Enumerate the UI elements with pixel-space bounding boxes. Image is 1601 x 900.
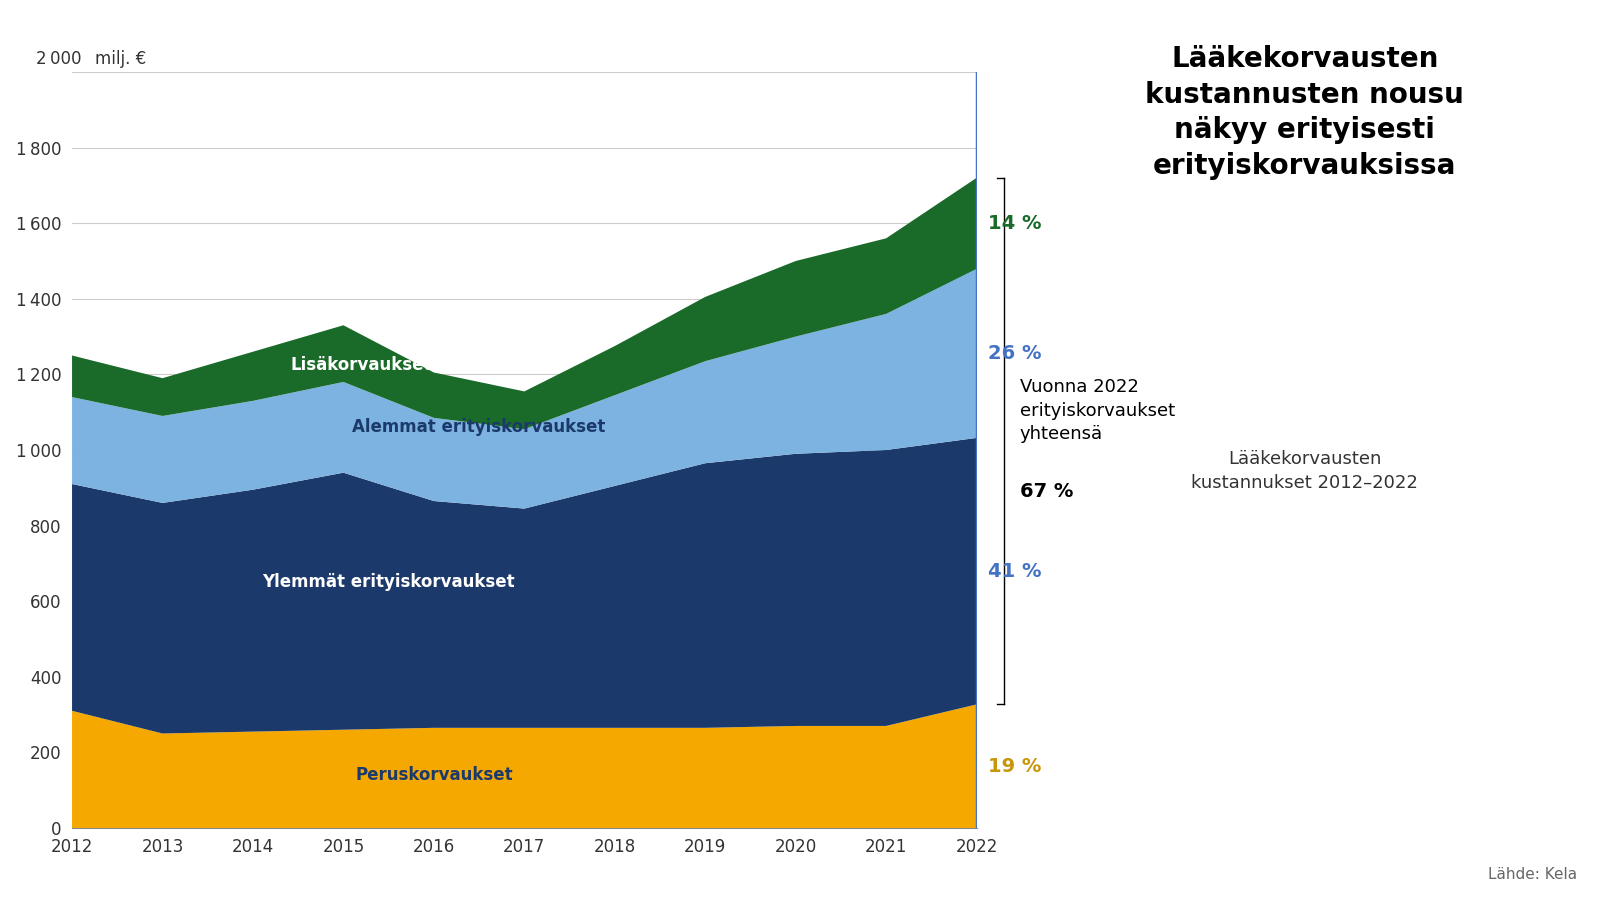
Text: Peruskorvaukset: Peruskorvaukset [355,766,512,784]
Text: 2 000: 2 000 [35,50,82,68]
Text: 67 %: 67 % [1020,482,1073,500]
Text: Lääkekorvausten
kustannukset 2012–2022: Lääkekorvausten kustannukset 2012–2022 [1191,450,1418,491]
Text: Ylemmät erityiskorvaukset: Ylemmät erityiskorvaukset [263,573,516,591]
Text: Lääkekorvausten
kustannusten nousu
näkyy erityisesti
erityiskorvauksissa: Lääkekorvausten kustannusten nousu näkyy… [1145,45,1465,180]
Text: 14 %: 14 % [988,214,1041,233]
Text: Lisäkorvaukset: Lisäkorvaukset [291,356,432,374]
Text: Alemmat erityiskorvaukset: Alemmat erityiskorvaukset [352,418,605,436]
Text: Vuonna 2022
erityiskorvaukset
yhteensä: Vuonna 2022 erityiskorvaukset yhteensä [1020,378,1175,444]
Text: 26 %: 26 % [988,344,1041,363]
Text: 19 %: 19 % [988,757,1041,776]
Text: milj. €: milj. € [94,50,146,68]
Text: 41 %: 41 % [988,562,1041,580]
Text: Lähde: Kela: Lähde: Kela [1487,867,1577,882]
